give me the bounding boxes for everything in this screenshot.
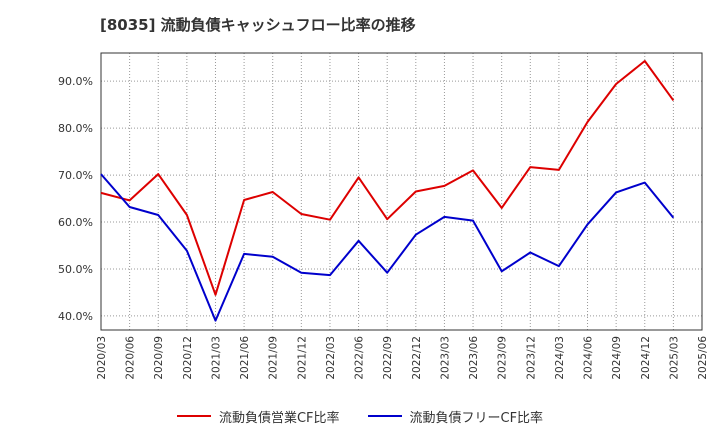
x-tick-label: 2020/09 bbox=[153, 336, 165, 380]
legend-swatch-red bbox=[176, 415, 211, 417]
x-tick-label: 2022/12 bbox=[411, 336, 423, 380]
x-tick-label: 2021/12 bbox=[296, 336, 308, 380]
legend-label-free-cf: 流動負債フリーCF比率 bbox=[409, 410, 544, 426]
x-tick-label: 2022/06 bbox=[354, 336, 366, 380]
y-tick-label: 90.0% bbox=[58, 75, 93, 88]
x-tick-label: 2023/03 bbox=[439, 336, 451, 380]
legend-label-operating-cf: 流動負債営業CF比率 bbox=[218, 410, 340, 426]
x-tick-label: 2024/09 bbox=[611, 336, 623, 380]
x-tick-label: 2025/03 bbox=[668, 336, 680, 380]
y-tick-label: 80.0% bbox=[58, 122, 93, 135]
x-tick-label: 2023/09 bbox=[497, 336, 509, 380]
legend-item-free-cf: 流動負債フリーCF比率 bbox=[367, 407, 544, 426]
x-tick-label: 2024/03 bbox=[554, 336, 566, 380]
x-tick-label: 2022/03 bbox=[325, 336, 337, 380]
x-tick-label: 2023/06 bbox=[468, 336, 480, 380]
legend: 流動負債営業CF比率 流動負債フリーCF比率 bbox=[0, 404, 720, 428]
y-tick-label: 50.0% bbox=[58, 263, 93, 276]
x-tick-label: 2020/03 bbox=[96, 336, 108, 380]
y-tick-label: 70.0% bbox=[58, 169, 93, 182]
y-tick-label: 60.0% bbox=[58, 216, 93, 229]
x-tick-label: 2020/12 bbox=[182, 336, 194, 380]
x-tick-label: 2020/06 bbox=[125, 336, 137, 380]
plot-border bbox=[100, 52, 703, 331]
series-line-free-cf bbox=[100, 173, 675, 322]
x-tick-label: 2021/03 bbox=[210, 336, 222, 380]
x-tick-label: 2021/09 bbox=[268, 336, 280, 380]
legend-swatch-blue bbox=[367, 415, 402, 417]
plot-area bbox=[101, 53, 702, 330]
y-tick-label: 40.0% bbox=[58, 310, 93, 323]
legend-item-operating-cf: 流動負債営業CF比率 bbox=[176, 407, 340, 426]
x-tick-label: 2021/06 bbox=[239, 336, 251, 380]
chart-title: [8035] 流動負債キャッシュフロー比率の推移 bbox=[100, 16, 416, 34]
x-tick-label: 2022/09 bbox=[382, 336, 394, 380]
x-tick-label: 2024/12 bbox=[640, 336, 652, 380]
series-line-operating-cf bbox=[100, 60, 675, 296]
x-tick-label: 2024/06 bbox=[583, 336, 595, 380]
x-tick-label: 2023/12 bbox=[525, 336, 537, 380]
x-tick-label: 2025/06 bbox=[697, 336, 709, 380]
